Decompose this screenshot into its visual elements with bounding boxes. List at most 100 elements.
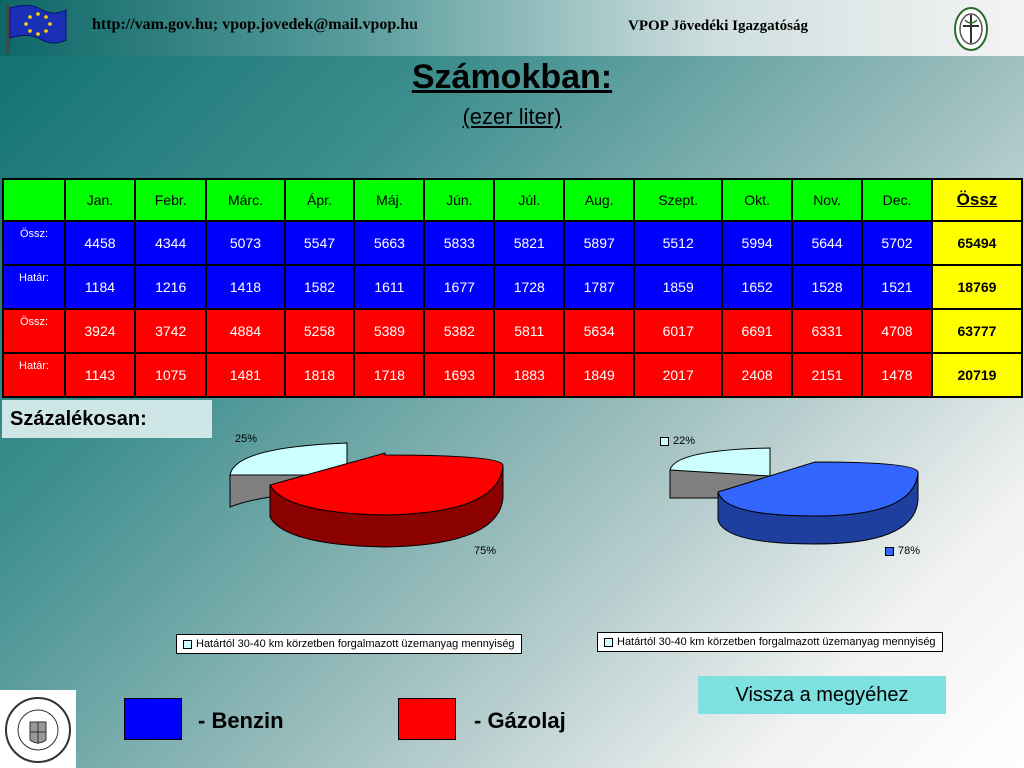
emblem-icon bbox=[954, 7, 988, 51]
header-url[interactable]: http://vam.gov.hu; vpop.jovedek@mail.vpo… bbox=[92, 16, 419, 33]
table-cell: 3742 bbox=[133, 308, 208, 354]
table-cell: 5547 bbox=[283, 220, 356, 266]
table-cell: 5073 bbox=[205, 220, 286, 266]
row-label: Határ: bbox=[2, 352, 66, 398]
pie1-large-slice bbox=[269, 452, 504, 516]
table-cell: 1216 bbox=[133, 264, 208, 310]
table-cell: 6331 bbox=[791, 308, 864, 354]
benzin-swatch bbox=[124, 698, 182, 740]
pie2-large-label: 78% bbox=[885, 545, 920, 557]
pie1-legend-swatch bbox=[183, 639, 192, 649]
table-cell: 5702 bbox=[861, 220, 933, 266]
table-cell: 5833 bbox=[423, 220, 496, 266]
table-cell: 4708 bbox=[861, 308, 933, 354]
table-cell: 1143 bbox=[64, 352, 136, 398]
table-cell: 1611 bbox=[353, 264, 426, 310]
table-cell: 5382 bbox=[423, 308, 496, 354]
table-cell: 1728 bbox=[493, 264, 566, 310]
col-mar: Márc. bbox=[205, 178, 286, 222]
pie1-legend-text: Határtól 30-40 km körzetben forgalmazott… bbox=[196, 638, 515, 650]
table-cell: 1481 bbox=[205, 352, 286, 398]
table-cell: 1075 bbox=[133, 352, 208, 398]
header-org-name: VPOP Jövedéki Igazgatóság bbox=[628, 18, 808, 34]
page-subtitle: (ezer liter) bbox=[462, 104, 562, 129]
table-cell: 1849 bbox=[563, 352, 636, 398]
col-jul: Júl. bbox=[493, 178, 566, 222]
header-bar bbox=[0, 0, 1024, 56]
pie2-legend-text: Határtól 30-40 km körzetben forgalmazott… bbox=[617, 636, 936, 648]
row-label: Össz: bbox=[2, 308, 66, 354]
pie2-legend: Határtól 30-40 km körzetben forgalmazott… bbox=[597, 632, 943, 652]
table-cell: 1787 bbox=[563, 264, 636, 310]
pie1-small-label: 25% bbox=[235, 433, 258, 445]
percent-heading: Százalékosan: bbox=[2, 400, 212, 438]
pie2-small-slice bbox=[669, 447, 771, 477]
table-cell: 5994 bbox=[721, 220, 794, 266]
table-cell: 3924 bbox=[64, 308, 136, 354]
pie2-large-slice bbox=[717, 461, 919, 517]
table-cell: 1418 bbox=[205, 264, 286, 310]
table-cell: 1718 bbox=[353, 352, 426, 398]
col-nov: Nov. bbox=[791, 178, 864, 222]
table-cell: 1818 bbox=[283, 352, 356, 398]
table-cell: 1883 bbox=[493, 352, 566, 398]
table-cell: 5634 bbox=[563, 308, 636, 354]
table-cell: 2151 bbox=[791, 352, 864, 398]
data-table: Jan. Febr. Márc. Ápr. Máj. Jún. Júl. Aug… bbox=[2, 178, 1024, 398]
pie-chart-petrol bbox=[669, 447, 919, 545]
table-cell: 5897 bbox=[563, 220, 636, 266]
table-cell: 5258 bbox=[283, 308, 356, 354]
row-total: 18769 bbox=[930, 264, 1024, 310]
table-cell: 6691 bbox=[721, 308, 794, 354]
col-sep: Szept. bbox=[633, 178, 724, 222]
col-jun: Jún. bbox=[423, 178, 496, 222]
table-cell: 1859 bbox=[633, 264, 724, 310]
table-row: Össz: 3924 3742 4884 5258 5389 5382 5811… bbox=[2, 308, 1024, 354]
row-label: Össz: bbox=[2, 220, 66, 266]
col-feb: Febr. bbox=[133, 178, 208, 222]
back-to-county-button[interactable]: Vissza a megyéhez bbox=[698, 676, 946, 714]
table-cell: 5663 bbox=[353, 220, 426, 266]
row-label: Határ: bbox=[2, 264, 66, 310]
eu-flag-icon bbox=[6, 4, 67, 54]
page-title: Számokban: bbox=[411, 58, 613, 96]
row-total: 65494 bbox=[930, 220, 1024, 266]
pie1-large-label: 75% bbox=[474, 545, 497, 557]
table-cell: 1693 bbox=[423, 352, 496, 398]
row-total: 63777 bbox=[930, 308, 1024, 354]
table-cell: 4344 bbox=[133, 220, 208, 266]
table-cell: 1582 bbox=[283, 264, 356, 310]
table-cell: 1528 bbox=[791, 264, 864, 310]
pie2-large-label-text: 78% bbox=[898, 545, 921, 557]
table-row: Határ: 1184 1216 1418 1582 1611 1677 172… bbox=[2, 264, 1024, 310]
table-cell: 1521 bbox=[861, 264, 933, 310]
col-oct: Okt. bbox=[721, 178, 794, 222]
table-cell: 1478 bbox=[861, 352, 933, 398]
col-apr: Ápr. bbox=[283, 178, 356, 222]
gazolaj-legend-label: - Gázolaj bbox=[474, 708, 566, 733]
table-cell: 6017 bbox=[633, 308, 724, 354]
table-cell: 4884 bbox=[205, 308, 286, 354]
table-cell: 5512 bbox=[633, 220, 724, 266]
benzin-legend-label: - Benzin bbox=[198, 708, 284, 733]
pie1-small-slice bbox=[229, 442, 348, 476]
table-cell: 1184 bbox=[64, 264, 136, 310]
table-cell: 5644 bbox=[791, 220, 864, 266]
table-cell: 5811 bbox=[493, 308, 566, 354]
pie2-legend-swatch bbox=[604, 637, 613, 647]
table-cell: 1652 bbox=[721, 264, 794, 310]
pie2-small-label-text: 22% bbox=[673, 435, 696, 447]
col-aug: Aug. bbox=[563, 178, 636, 222]
col-may: Máj. bbox=[353, 178, 426, 222]
table-cell: 2408 bbox=[721, 352, 794, 398]
pie-chart-diesel bbox=[229, 442, 504, 548]
table-row: Határ: 1143 1075 1481 1818 1718 1693 188… bbox=[2, 352, 1024, 398]
table-cell: 5821 bbox=[493, 220, 566, 266]
pie1-legend: Határtól 30-40 km körzetben forgalmazott… bbox=[176, 634, 522, 654]
table-cell: 1677 bbox=[423, 264, 496, 310]
table-cell: 4458 bbox=[64, 220, 136, 266]
table-corner-cell bbox=[2, 178, 66, 222]
col-jan: Jan. bbox=[64, 178, 136, 222]
pie2-small-label: 22% bbox=[660, 435, 695, 447]
row-total: 20719 bbox=[930, 352, 1024, 398]
